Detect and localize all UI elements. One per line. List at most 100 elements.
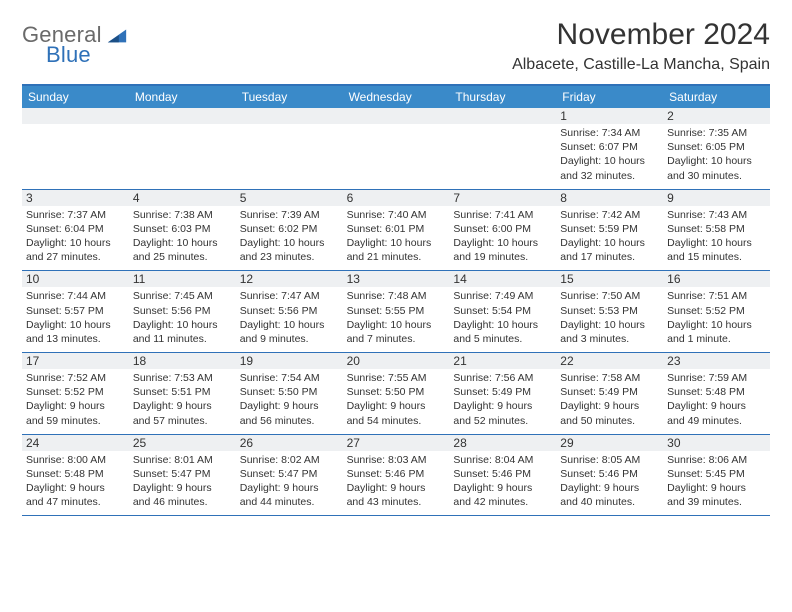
cell-lines: Sunrise: 8:04 AMSunset: 5:46 PMDaylight:… (453, 453, 552, 510)
sunrise-text: Sunrise: 7:50 AM (560, 289, 659, 303)
sunset-text: Sunset: 5:56 PM (133, 304, 232, 318)
daylight-text: Daylight: 9 hours and 49 minutes. (667, 399, 766, 427)
sunrise-text: Sunrise: 7:40 AM (347, 208, 446, 222)
cell-lines: Sunrise: 8:00 AMSunset: 5:48 PMDaylight:… (26, 453, 125, 510)
daylight-text: Daylight: 10 hours and 13 minutes. (26, 318, 125, 346)
calendar-cell: 14Sunrise: 7:49 AMSunset: 5:54 PMDayligh… (449, 271, 556, 352)
cell-lines: Sunrise: 7:34 AMSunset: 6:07 PMDaylight:… (560, 126, 659, 183)
sunrise-text: Sunrise: 7:53 AM (133, 371, 232, 385)
sunrise-text: Sunrise: 7:38 AM (133, 208, 232, 222)
day-number: 12 (240, 272, 339, 286)
calendar-cell: 16 Sunrise: 7:51 AMSunset: 5:52 PMDayligh… (663, 271, 770, 352)
day-number: 11 (133, 272, 232, 286)
calendar-cell: 6 Sunrise: 7:40 AMSunset: 6:01 PMDaylight… (343, 190, 450, 271)
daylight-text: Daylight: 10 hours and 11 minutes. (133, 318, 232, 346)
sunrise-text: Sunrise: 7:58 AM (560, 371, 659, 385)
daynum-band: 27 (343, 435, 450, 451)
daylight-text: Daylight: 9 hours and 43 minutes. (347, 481, 446, 509)
sunrise-text: Sunrise: 8:06 AM (667, 453, 766, 467)
cell-lines: Sunrise: 7:40 AMSunset: 6:01 PMDaylight:… (347, 208, 446, 265)
daynum-band: 9 (663, 190, 770, 206)
daylight-text: Daylight: 10 hours and 7 minutes. (347, 318, 446, 346)
daylight-text: Daylight: 9 hours and 57 minutes. (133, 399, 232, 427)
brand-logo: General Blue (22, 18, 128, 48)
daynum-band: 15 (556, 271, 663, 287)
day-number: 19 (240, 354, 339, 368)
daynum-band: 28 (449, 435, 556, 451)
sunrise-text: Sunrise: 7:42 AM (560, 208, 659, 222)
day-number: 24 (26, 436, 125, 450)
sunrise-text: Sunrise: 8:00 AM (26, 453, 125, 467)
sunset-text: Sunset: 5:52 PM (667, 304, 766, 318)
daylight-text: Daylight: 9 hours and 52 minutes. (453, 399, 552, 427)
daynum-band: 14 (449, 271, 556, 287)
sunset-text: Sunset: 6:05 PM (667, 140, 766, 154)
day-header-row: Sunday Monday Tuesday Wednesday Thursday… (22, 86, 770, 108)
month-title: November 2024 (512, 18, 770, 52)
cell-lines: Sunrise: 8:02 AMSunset: 5:47 PMDaylight:… (240, 453, 339, 510)
daylight-text: Daylight: 9 hours and 39 minutes. (667, 481, 766, 509)
cell-lines: Sunrise: 7:51 AMSunset: 5:52 PMDaylight:… (667, 289, 766, 346)
calendar-cell: 15 Sunrise: 7:50 AMSunset: 5:53 PMDayligh… (556, 271, 663, 352)
sunset-text: Sunset: 6:04 PM (26, 222, 125, 236)
calendar-cell: 29Sunrise: 8:05 AMSunset: 5:46 PMDayligh… (556, 435, 663, 516)
day-header-thu: Thursday (449, 86, 556, 108)
day-number: 6 (347, 191, 446, 205)
daylight-text: Daylight: 9 hours and 40 minutes. (560, 481, 659, 509)
day-number: 30 (667, 436, 766, 450)
sunrise-text: Sunrise: 7:47 AM (240, 289, 339, 303)
calendar-cell: 30 Sunrise: 8:06 AMSunset: 5:45 PMDayligh… (663, 435, 770, 516)
daynum-band: 5 (236, 190, 343, 206)
daynum-band: 7 (449, 190, 556, 206)
calendar-cell: 19Sunrise: 7:54 AMSunset: 5:50 PMDayligh… (236, 353, 343, 434)
daylight-text: Daylight: 10 hours and 23 minutes. (240, 236, 339, 264)
sunrise-text: Sunrise: 7:44 AM (26, 289, 125, 303)
sunrise-text: Sunrise: 8:05 AM (560, 453, 659, 467)
cell-lines: Sunrise: 7:58 AMSunset: 5:49 PMDaylight:… (560, 371, 659, 428)
title-block: November 2024 Albacete, Castille-La Manc… (512, 18, 770, 74)
calendar-cell: 18Sunrise: 7:53 AMSunset: 5:51 PMDayligh… (129, 353, 236, 434)
sunset-text: Sunset: 5:50 PM (347, 385, 446, 399)
sunset-text: Sunset: 6:07 PM (560, 140, 659, 154)
daylight-text: Daylight: 9 hours and 42 minutes. (453, 481, 552, 509)
calendar-cell: 8Sunrise: 7:42 AMSunset: 5:59 PMDaylight… (556, 190, 663, 271)
calendar-cell: 4Sunrise: 7:38 AMSunset: 6:03 PMDaylight… (129, 190, 236, 271)
daynum-band: 20 (343, 353, 450, 369)
sunrise-text: Sunrise: 7:45 AM (133, 289, 232, 303)
daynum-band (343, 108, 450, 124)
cell-lines: Sunrise: 7:48 AMSunset: 5:55 PMDaylight:… (347, 289, 446, 346)
cell-lines: Sunrise: 7:47 AMSunset: 5:56 PMDaylight:… (240, 289, 339, 346)
sunset-text: Sunset: 5:48 PM (26, 467, 125, 481)
day-number: 20 (347, 354, 446, 368)
cell-lines: Sunrise: 7:53 AMSunset: 5:51 PMDaylight:… (133, 371, 232, 428)
day-number: 23 (667, 354, 766, 368)
sunrise-text: Sunrise: 7:48 AM (347, 289, 446, 303)
day-number: 21 (453, 354, 552, 368)
calendar-cell: 24 Sunrise: 8:00 AMSunset: 5:48 PMDayligh… (22, 435, 129, 516)
calendar-cell: 20Sunrise: 7:55 AMSunset: 5:50 PMDayligh… (343, 353, 450, 434)
sunrise-text: Sunrise: 7:54 AM (240, 371, 339, 385)
sunrise-text: Sunrise: 7:59 AM (667, 371, 766, 385)
daynum-band: 11 (129, 271, 236, 287)
daylight-text: Daylight: 9 hours and 47 minutes. (26, 481, 125, 509)
week-row: 1Sunrise: 7:34 AMSunset: 6:07 PMDaylight… (22, 108, 770, 190)
daynum-band: 23 (663, 353, 770, 369)
cell-lines: Sunrise: 7:38 AMSunset: 6:03 PMDaylight:… (133, 208, 232, 265)
calendar-cell (22, 108, 129, 189)
logo-triangle-icon (106, 25, 128, 45)
day-number: 7 (453, 191, 552, 205)
sunset-text: Sunset: 5:48 PM (667, 385, 766, 399)
cell-lines: Sunrise: 7:52 AMSunset: 5:52 PMDaylight:… (26, 371, 125, 428)
sunset-text: Sunset: 5:45 PM (667, 467, 766, 481)
calendar-cell: 9Sunrise: 7:43 AMSunset: 5:58 PMDaylight… (663, 190, 770, 271)
sunset-text: Sunset: 5:47 PM (240, 467, 339, 481)
cell-lines: Sunrise: 7:50 AMSunset: 5:53 PMDaylight:… (560, 289, 659, 346)
cell-lines: Sunrise: 7:56 AMSunset: 5:49 PMDaylight:… (453, 371, 552, 428)
daynum-band: 3 (22, 190, 129, 206)
location-text: Albacete, Castille-La Mancha, Spain (512, 56, 770, 74)
sunrise-text: Sunrise: 7:52 AM (26, 371, 125, 385)
cell-lines: Sunrise: 8:03 AMSunset: 5:46 PMDaylight:… (347, 453, 446, 510)
sunset-text: Sunset: 5:55 PM (347, 304, 446, 318)
daynum-band: 16 (663, 271, 770, 287)
daylight-text: Daylight: 10 hours and 27 minutes. (26, 236, 125, 264)
